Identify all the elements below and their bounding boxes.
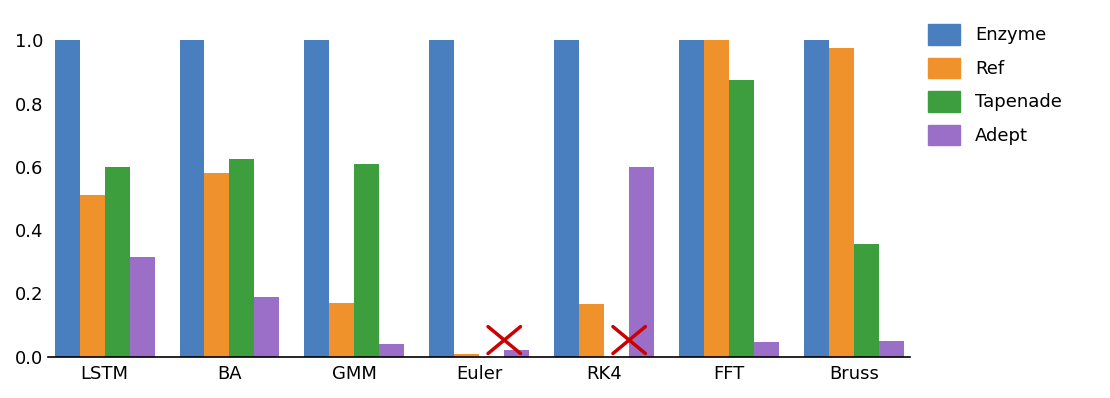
- Bar: [454, 353, 480, 357]
- Bar: [380, 344, 404, 357]
- Bar: [54, 40, 80, 357]
- Bar: [704, 40, 729, 357]
- Bar: [554, 40, 579, 357]
- Bar: [254, 297, 280, 357]
- Bar: [504, 350, 529, 357]
- Bar: [729, 80, 754, 357]
- Bar: [230, 159, 254, 357]
- Bar: [579, 304, 604, 357]
- Bar: [354, 164, 380, 357]
- Bar: [879, 341, 904, 357]
- Bar: [754, 342, 779, 357]
- Bar: [204, 173, 230, 357]
- Bar: [104, 167, 130, 357]
- Bar: [180, 40, 204, 357]
- Bar: [829, 48, 854, 357]
- Bar: [854, 244, 879, 357]
- Bar: [80, 195, 104, 357]
- Legend: Enzyme, Ref, Tapenade, Adept: Enzyme, Ref, Tapenade, Adept: [928, 24, 1061, 145]
- Bar: [304, 40, 330, 357]
- Bar: [130, 257, 154, 357]
- Bar: [430, 40, 454, 357]
- Bar: [330, 303, 354, 357]
- Bar: [629, 167, 654, 357]
- Bar: [679, 40, 704, 357]
- Bar: [804, 40, 829, 357]
